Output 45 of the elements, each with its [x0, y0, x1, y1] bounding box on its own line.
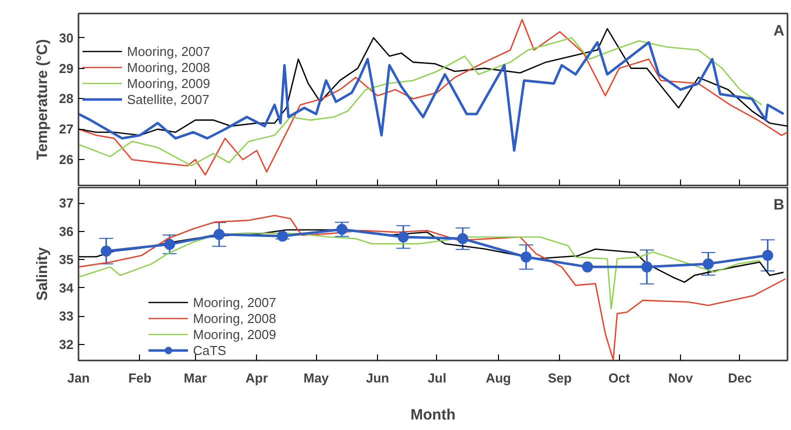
y-tick-label: 35 — [59, 252, 74, 268]
legend-label: Satellite, 2007 — [127, 91, 210, 107]
legend-label: Mooring, 2008 — [193, 310, 276, 326]
point — [520, 252, 532, 263]
x-tick-label: Jun — [366, 370, 390, 386]
x-tick-label: Apr — [246, 370, 268, 386]
x-tick-label: Jan — [67, 370, 90, 386]
y-tick-label: 29 — [59, 60, 74, 76]
point — [641, 261, 652, 272]
y-tick-label: 36 — [59, 224, 74, 239]
point — [457, 233, 468, 244]
legend-label: Mooring, 2009 — [127, 75, 210, 91]
y-tick-label: 33 — [59, 308, 74, 324]
y-tick-label: 30 — [59, 30, 74, 46]
annotation: A — [774, 22, 784, 40]
point — [276, 230, 288, 242]
x-tick-label: Nov — [668, 370, 694, 386]
legend-label: Mooring, 2007 — [127, 43, 210, 59]
point — [582, 261, 593, 272]
x-tick-label: May — [304, 370, 330, 386]
x-tick-label: Jul — [428, 370, 446, 386]
x-tick-label: Sep — [548, 370, 572, 386]
annotation: B — [774, 196, 784, 214]
x-tick-label: Feb — [128, 370, 152, 386]
x-tick-label: Dec — [728, 370, 752, 386]
y-tick-label: 32 — [59, 336, 74, 352]
y-tick-label: 37 — [59, 196, 74, 211]
y-tick-label: 26 — [59, 152, 74, 168]
x-tick-label: Aug — [486, 370, 512, 386]
legend-label: CaTS — [193, 342, 226, 358]
y-axis-title: Salinity — [34, 246, 52, 301]
y-tick-label: 28 — [59, 91, 74, 106]
point — [762, 250, 774, 261]
legend-label: Mooring, 2007 — [193, 294, 276, 310]
point — [214, 228, 225, 240]
y-tick-label: 27 — [59, 122, 74, 137]
y-axis-title: Temperature (°C) — [34, 39, 52, 160]
x-tick-label: Oct — [608, 370, 631, 386]
y-tick-label: 34 — [59, 280, 74, 296]
x-axis-title: Month — [410, 406, 456, 424]
x-tick-label: Mar — [184, 370, 207, 386]
point — [398, 231, 409, 242]
legend-label: Mooring, 2009 — [193, 326, 276, 342]
point — [702, 258, 714, 270]
legend-label: Mooring, 2008 — [127, 59, 210, 75]
